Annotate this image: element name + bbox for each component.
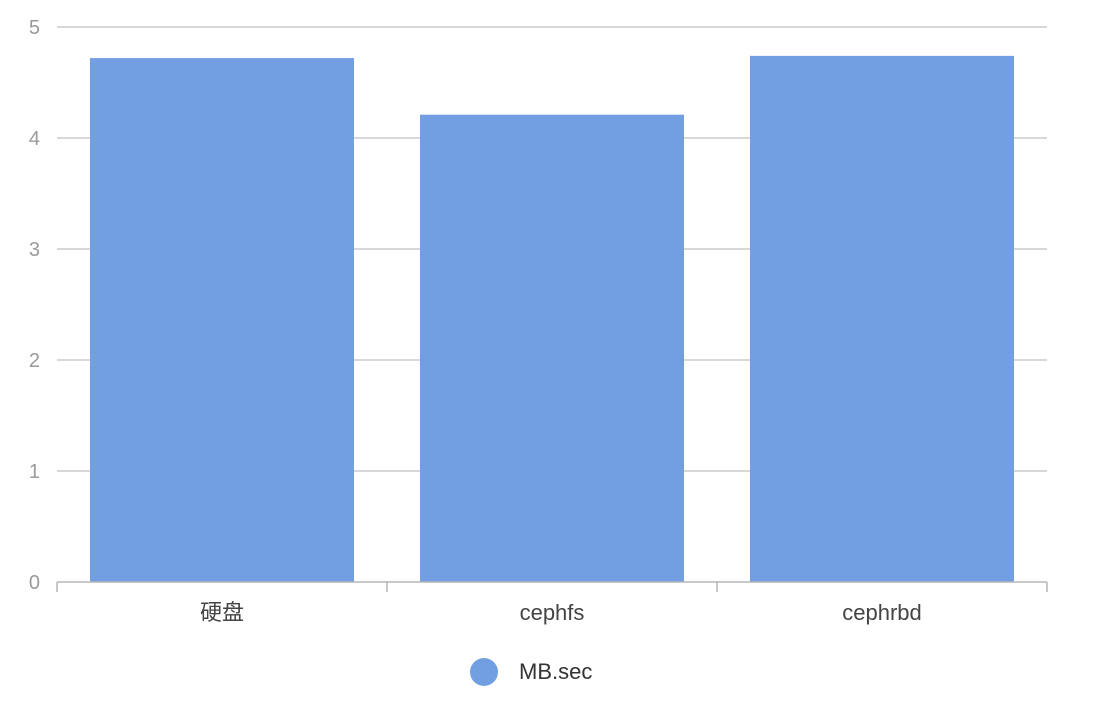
bar[interactable] [90,58,354,582]
y-axis-ticks: 0 1 2 3 4 5 [29,17,40,594]
x-axis-ticks: 硬盘 cephfs cephrbd [200,600,922,625]
bar[interactable] [420,114,684,582]
x-tick-label: cephfs [520,600,585,625]
y-tick-label: 1 [29,461,40,483]
legend-marker [470,658,498,686]
y-tick-label: 3 [29,239,40,261]
x-axis [56,581,1048,592]
x-tick-label: 硬盘 [200,600,244,625]
legend-label: MB.sec [519,659,592,684]
y-tick-label: 4 [29,128,40,150]
y-tick-label: 2 [29,350,40,372]
bar[interactable] [750,55,1014,583]
x-tick-label: cephrbd [842,600,922,625]
bars [90,55,1014,583]
y-tick-label: 0 [29,572,40,594]
y-tick-label: 5 [29,17,40,39]
legend[interactable]: MB.sec [470,658,592,686]
